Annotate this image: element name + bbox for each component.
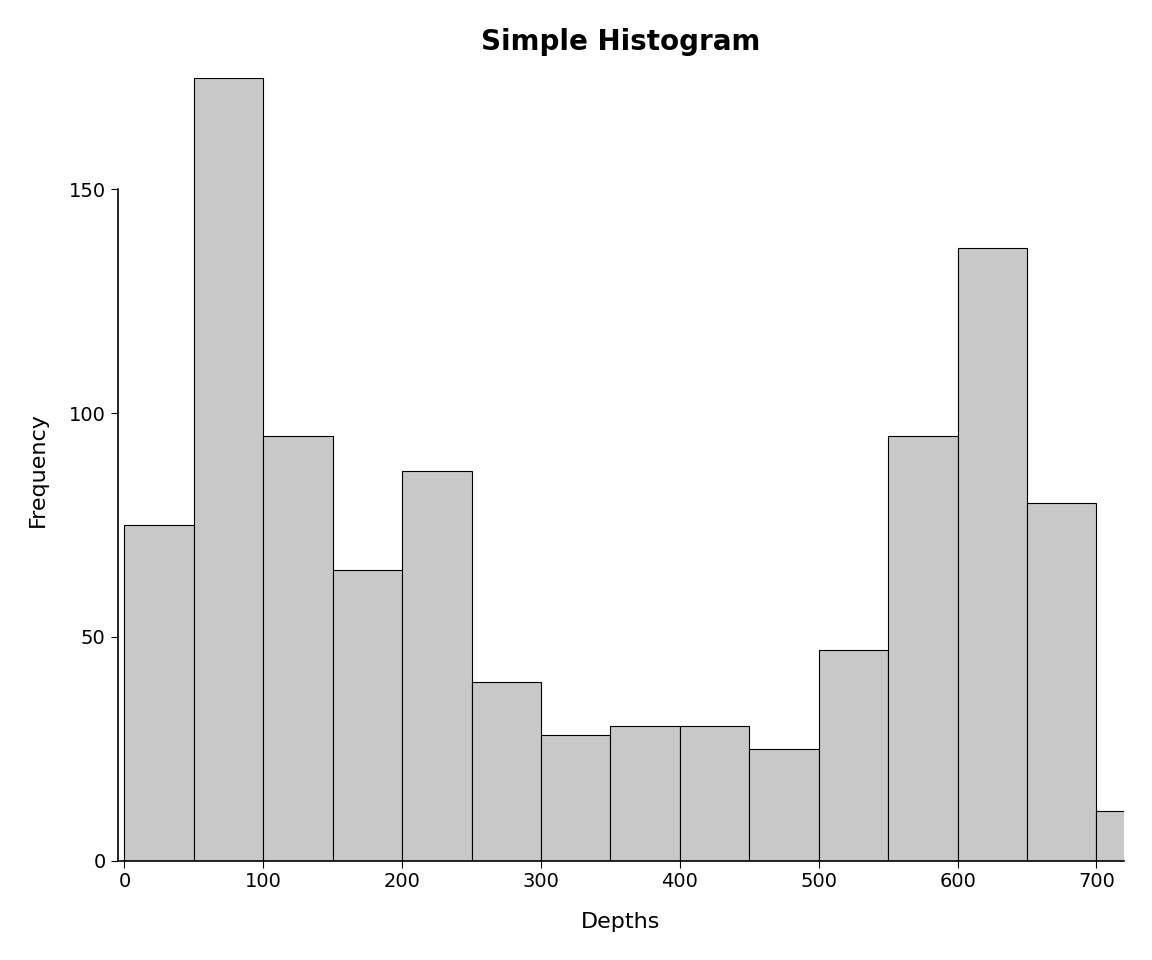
Bar xyxy=(819,650,888,860)
Title: Simple Histogram: Simple Histogram xyxy=(482,28,760,56)
Bar xyxy=(541,735,611,860)
Bar xyxy=(471,682,541,860)
Bar xyxy=(611,727,680,860)
Y-axis label: Frequency: Frequency xyxy=(28,412,47,526)
Bar xyxy=(1028,503,1097,860)
Bar xyxy=(749,749,819,860)
Bar xyxy=(680,727,749,860)
Bar xyxy=(333,569,402,860)
Bar xyxy=(194,78,264,860)
Bar xyxy=(402,471,471,860)
Bar xyxy=(957,248,1028,860)
Bar xyxy=(888,436,957,860)
Bar xyxy=(1097,811,1152,860)
Bar xyxy=(124,525,194,860)
X-axis label: Depths: Depths xyxy=(582,912,660,932)
Bar xyxy=(264,436,333,860)
